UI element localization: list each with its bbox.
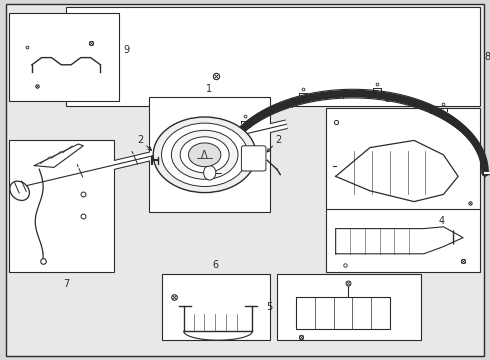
- Text: 1: 1: [206, 84, 213, 94]
- Ellipse shape: [203, 166, 216, 180]
- Text: 6: 6: [213, 260, 219, 270]
- Polygon shape: [34, 144, 83, 167]
- Text: 3: 3: [385, 94, 391, 104]
- Text: 2: 2: [275, 135, 281, 145]
- Bar: [296, 297, 390, 329]
- Ellipse shape: [10, 181, 29, 201]
- Text: 8: 8: [484, 52, 490, 62]
- FancyBboxPatch shape: [242, 146, 266, 171]
- Circle shape: [189, 143, 221, 167]
- Circle shape: [180, 137, 229, 173]
- Text: $\Lambda$: $\Lambda$: [200, 148, 209, 160]
- Text: 4: 4: [439, 216, 445, 226]
- Circle shape: [172, 130, 238, 179]
- Bar: [66, 7, 480, 106]
- Circle shape: [153, 117, 256, 193]
- Bar: [149, 97, 270, 212]
- Polygon shape: [336, 227, 463, 254]
- Text: 2: 2: [138, 135, 144, 145]
- Text: 9: 9: [123, 45, 129, 55]
- Circle shape: [162, 123, 248, 186]
- Polygon shape: [336, 140, 458, 202]
- Bar: [162, 274, 270, 340]
- Text: 5: 5: [267, 302, 272, 312]
- Bar: [326, 108, 480, 212]
- Bar: [326, 209, 480, 272]
- Bar: [277, 274, 421, 340]
- Text: 7: 7: [64, 279, 70, 289]
- Bar: [9, 140, 114, 272]
- Bar: [9, 13, 119, 101]
